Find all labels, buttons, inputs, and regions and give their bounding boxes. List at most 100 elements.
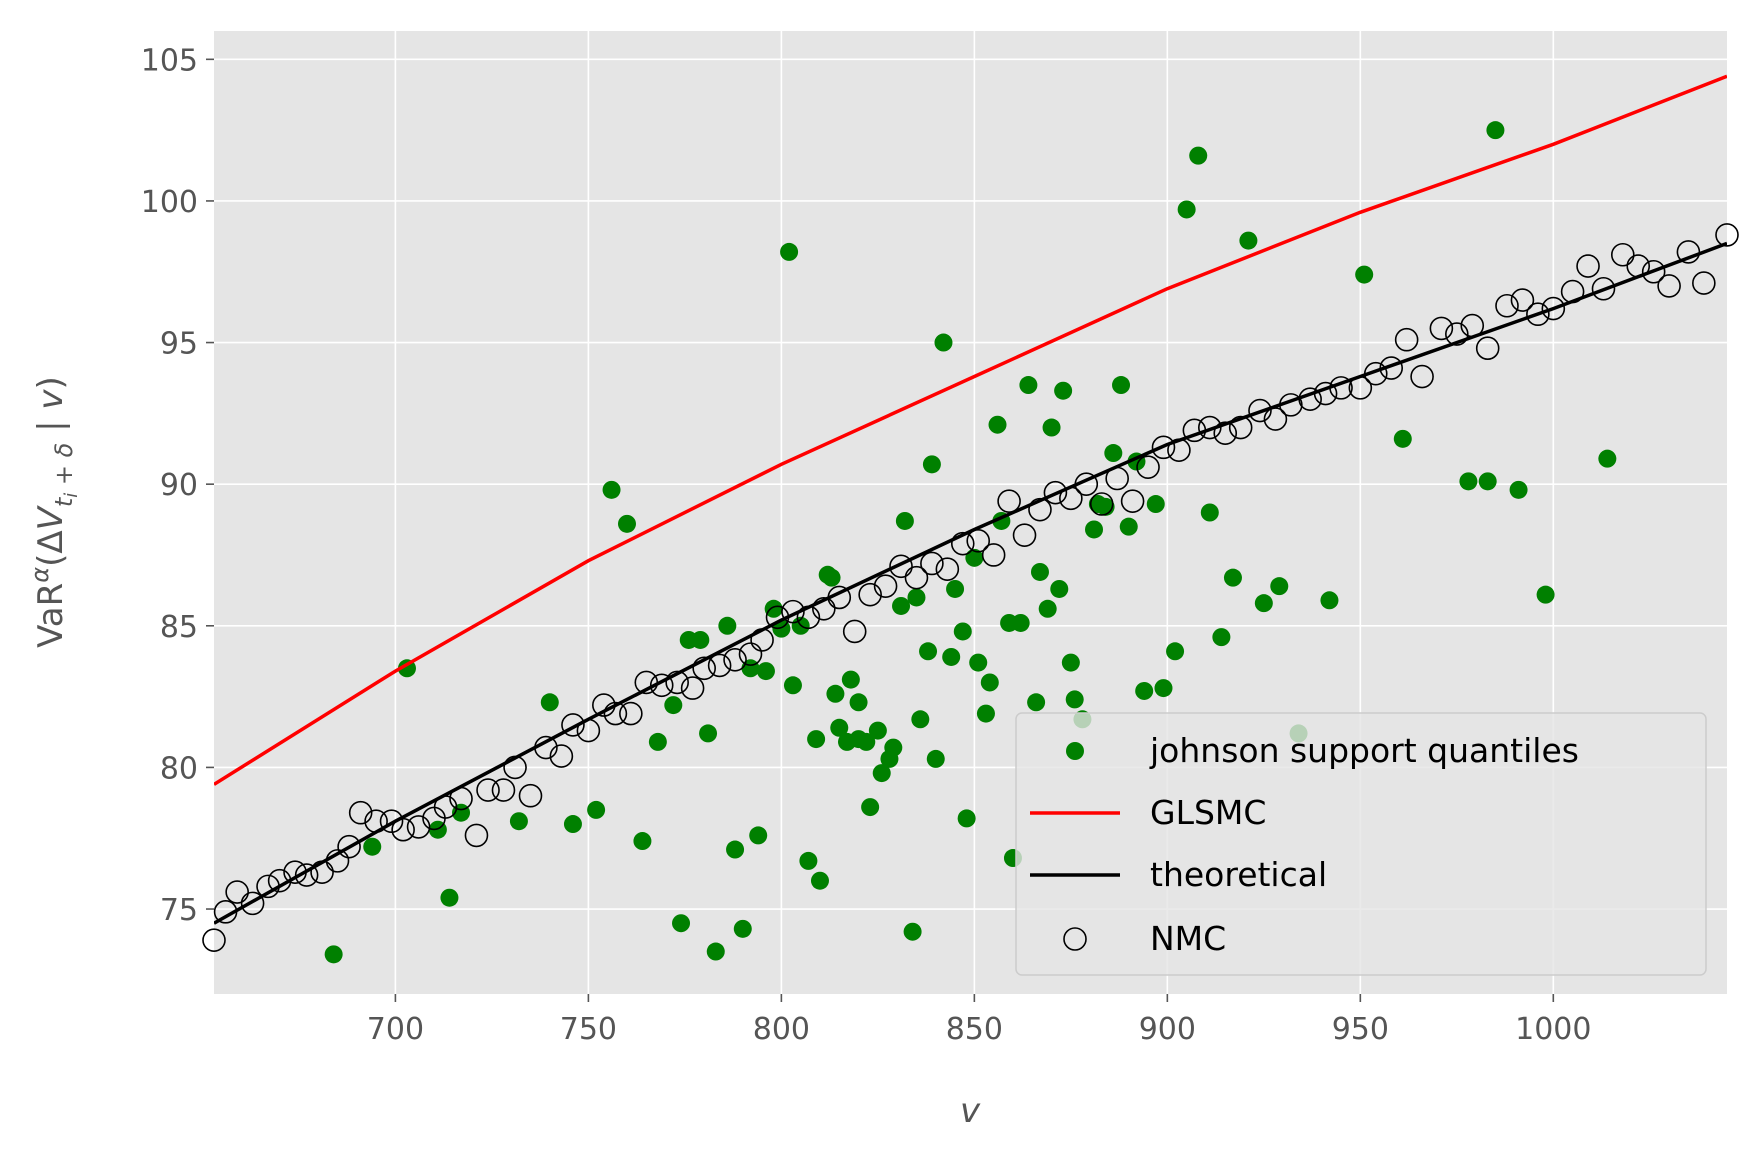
- nmc-point: [692, 656, 716, 681]
- johnson-point: [903, 922, 922, 941]
- x-tick-label: 850: [946, 1012, 1003, 1047]
- x-tick-label: 1000: [1515, 1012, 1591, 1047]
- nmc-point: [649, 673, 674, 698]
- johnson-point: [1536, 585, 1555, 604]
- johnson-point: [1459, 472, 1478, 491]
- johnson-point: [957, 809, 976, 828]
- y-axis-label: VaRα(ΔVti + δ | v): [26, 376, 82, 648]
- nmc-point: [518, 783, 543, 808]
- nmc-point: [920, 551, 944, 576]
- nmc-point: [391, 817, 415, 842]
- johnson-point: [1270, 577, 1289, 596]
- y-tick-label: 80: [160, 751, 198, 786]
- legend-nmc-label: NMC: [1150, 919, 1226, 958]
- nmc-point: [267, 868, 292, 893]
- johnson-point: [780, 242, 799, 261]
- johnson-point: [563, 815, 582, 834]
- nmc-point: [1410, 364, 1434, 389]
- johnson-point: [1598, 449, 1617, 468]
- nmc-point: [1120, 489, 1145, 513]
- johnson-point: [857, 732, 876, 751]
- johnson-point: [1355, 265, 1374, 284]
- nmc-point: [1541, 296, 1566, 321]
- johnson-point: [706, 942, 725, 961]
- johnson-point: [699, 724, 718, 743]
- nmc-point: [240, 891, 265, 916]
- nmc-point: [1028, 497, 1052, 522]
- johnson-point: [822, 568, 841, 587]
- johnson-point: [976, 704, 995, 723]
- y-axis-label-sub-i: i: [61, 493, 82, 498]
- nmc-point: [858, 582, 882, 607]
- johnson-point: [1200, 503, 1219, 522]
- johnson-point: [1011, 613, 1030, 632]
- y-tick-label: 75: [160, 893, 198, 928]
- y-tick-label: 100: [141, 185, 198, 220]
- nmc-point: [325, 849, 350, 873]
- johnson-point: [849, 693, 868, 712]
- johnson-point: [969, 653, 988, 672]
- nmc-point: [1591, 276, 1616, 301]
- nmc-point: [294, 863, 319, 887]
- johnson-point: [830, 718, 849, 737]
- nmc-point: [256, 874, 280, 899]
- johnson-point: [868, 721, 887, 740]
- nmc-point: [1151, 435, 1176, 460]
- nmc-series: [202, 223, 1739, 952]
- nmc-point: [1560, 279, 1585, 304]
- nmc-point: [723, 647, 747, 672]
- nmc-point: [348, 800, 373, 825]
- series-layer: [202, 74, 1739, 964]
- nmc-point: [1475, 336, 1500, 361]
- johnson-point: [324, 945, 343, 964]
- y-axis-label-given: |: [31, 410, 71, 443]
- johnson-point: [1019, 376, 1038, 395]
- y-tick-label: 95: [160, 327, 198, 362]
- johnson-point: [440, 888, 459, 907]
- legend-glsmc-label: GLSMC: [1150, 793, 1266, 832]
- glsmc-line: [214, 74, 1727, 786]
- johnson-point: [1050, 579, 1069, 598]
- johnson-point: [965, 548, 984, 567]
- legend-nmc-marker: [1063, 927, 1087, 951]
- nmc-point: [1641, 259, 1666, 284]
- johnson-point: [1065, 690, 1084, 709]
- johnson-point: [1320, 591, 1339, 610]
- johnson-point: [926, 749, 945, 768]
- johnson-point: [1085, 520, 1104, 539]
- johnson-point: [1054, 381, 1073, 400]
- nmc-point: [1363, 361, 1388, 386]
- nmc-point: [592, 693, 616, 717]
- johnson-point: [907, 588, 926, 607]
- johnson-point: [1478, 472, 1497, 491]
- nmc-point: [1495, 293, 1519, 318]
- johnson-point: [826, 684, 845, 703]
- johnson-point: [509, 812, 528, 831]
- johnson-point: [1038, 599, 1057, 618]
- nmc-point: [997, 489, 1021, 513]
- johnson-point: [1061, 653, 1080, 672]
- legend-theoretical-label: theoretical: [1150, 855, 1327, 894]
- y-tick-label: 90: [160, 468, 198, 503]
- y-tick-label: 85: [160, 610, 198, 645]
- nmc-point: [491, 778, 516, 802]
- johnson-point: [953, 622, 972, 641]
- nmc-point: [379, 809, 404, 834]
- nmc-point: [1510, 288, 1535, 312]
- nmc-point: [464, 823, 489, 848]
- x-tick-label: 700: [367, 1012, 424, 1047]
- johnson-point: [741, 659, 760, 678]
- axis-ticks: 700 750 800 850 900 950 1000 75 80 85 90 95 100 105: [141, 43, 1592, 1047]
- nmc-point: [981, 543, 1006, 567]
- johnson-point: [540, 693, 559, 712]
- y-axis-label-v2: v: [31, 389, 71, 410]
- nmc-point: [202, 928, 226, 952]
- nmc-point: [1074, 472, 1099, 496]
- nmc-point: [561, 713, 585, 737]
- johnson-point: [633, 832, 652, 851]
- nmc-point: [1445, 322, 1469, 346]
- johnson-point: [1112, 376, 1131, 395]
- nmc-point: [1692, 271, 1716, 295]
- legend-johnson-marker: [1066, 742, 1084, 760]
- johnson-point: [1486, 121, 1505, 140]
